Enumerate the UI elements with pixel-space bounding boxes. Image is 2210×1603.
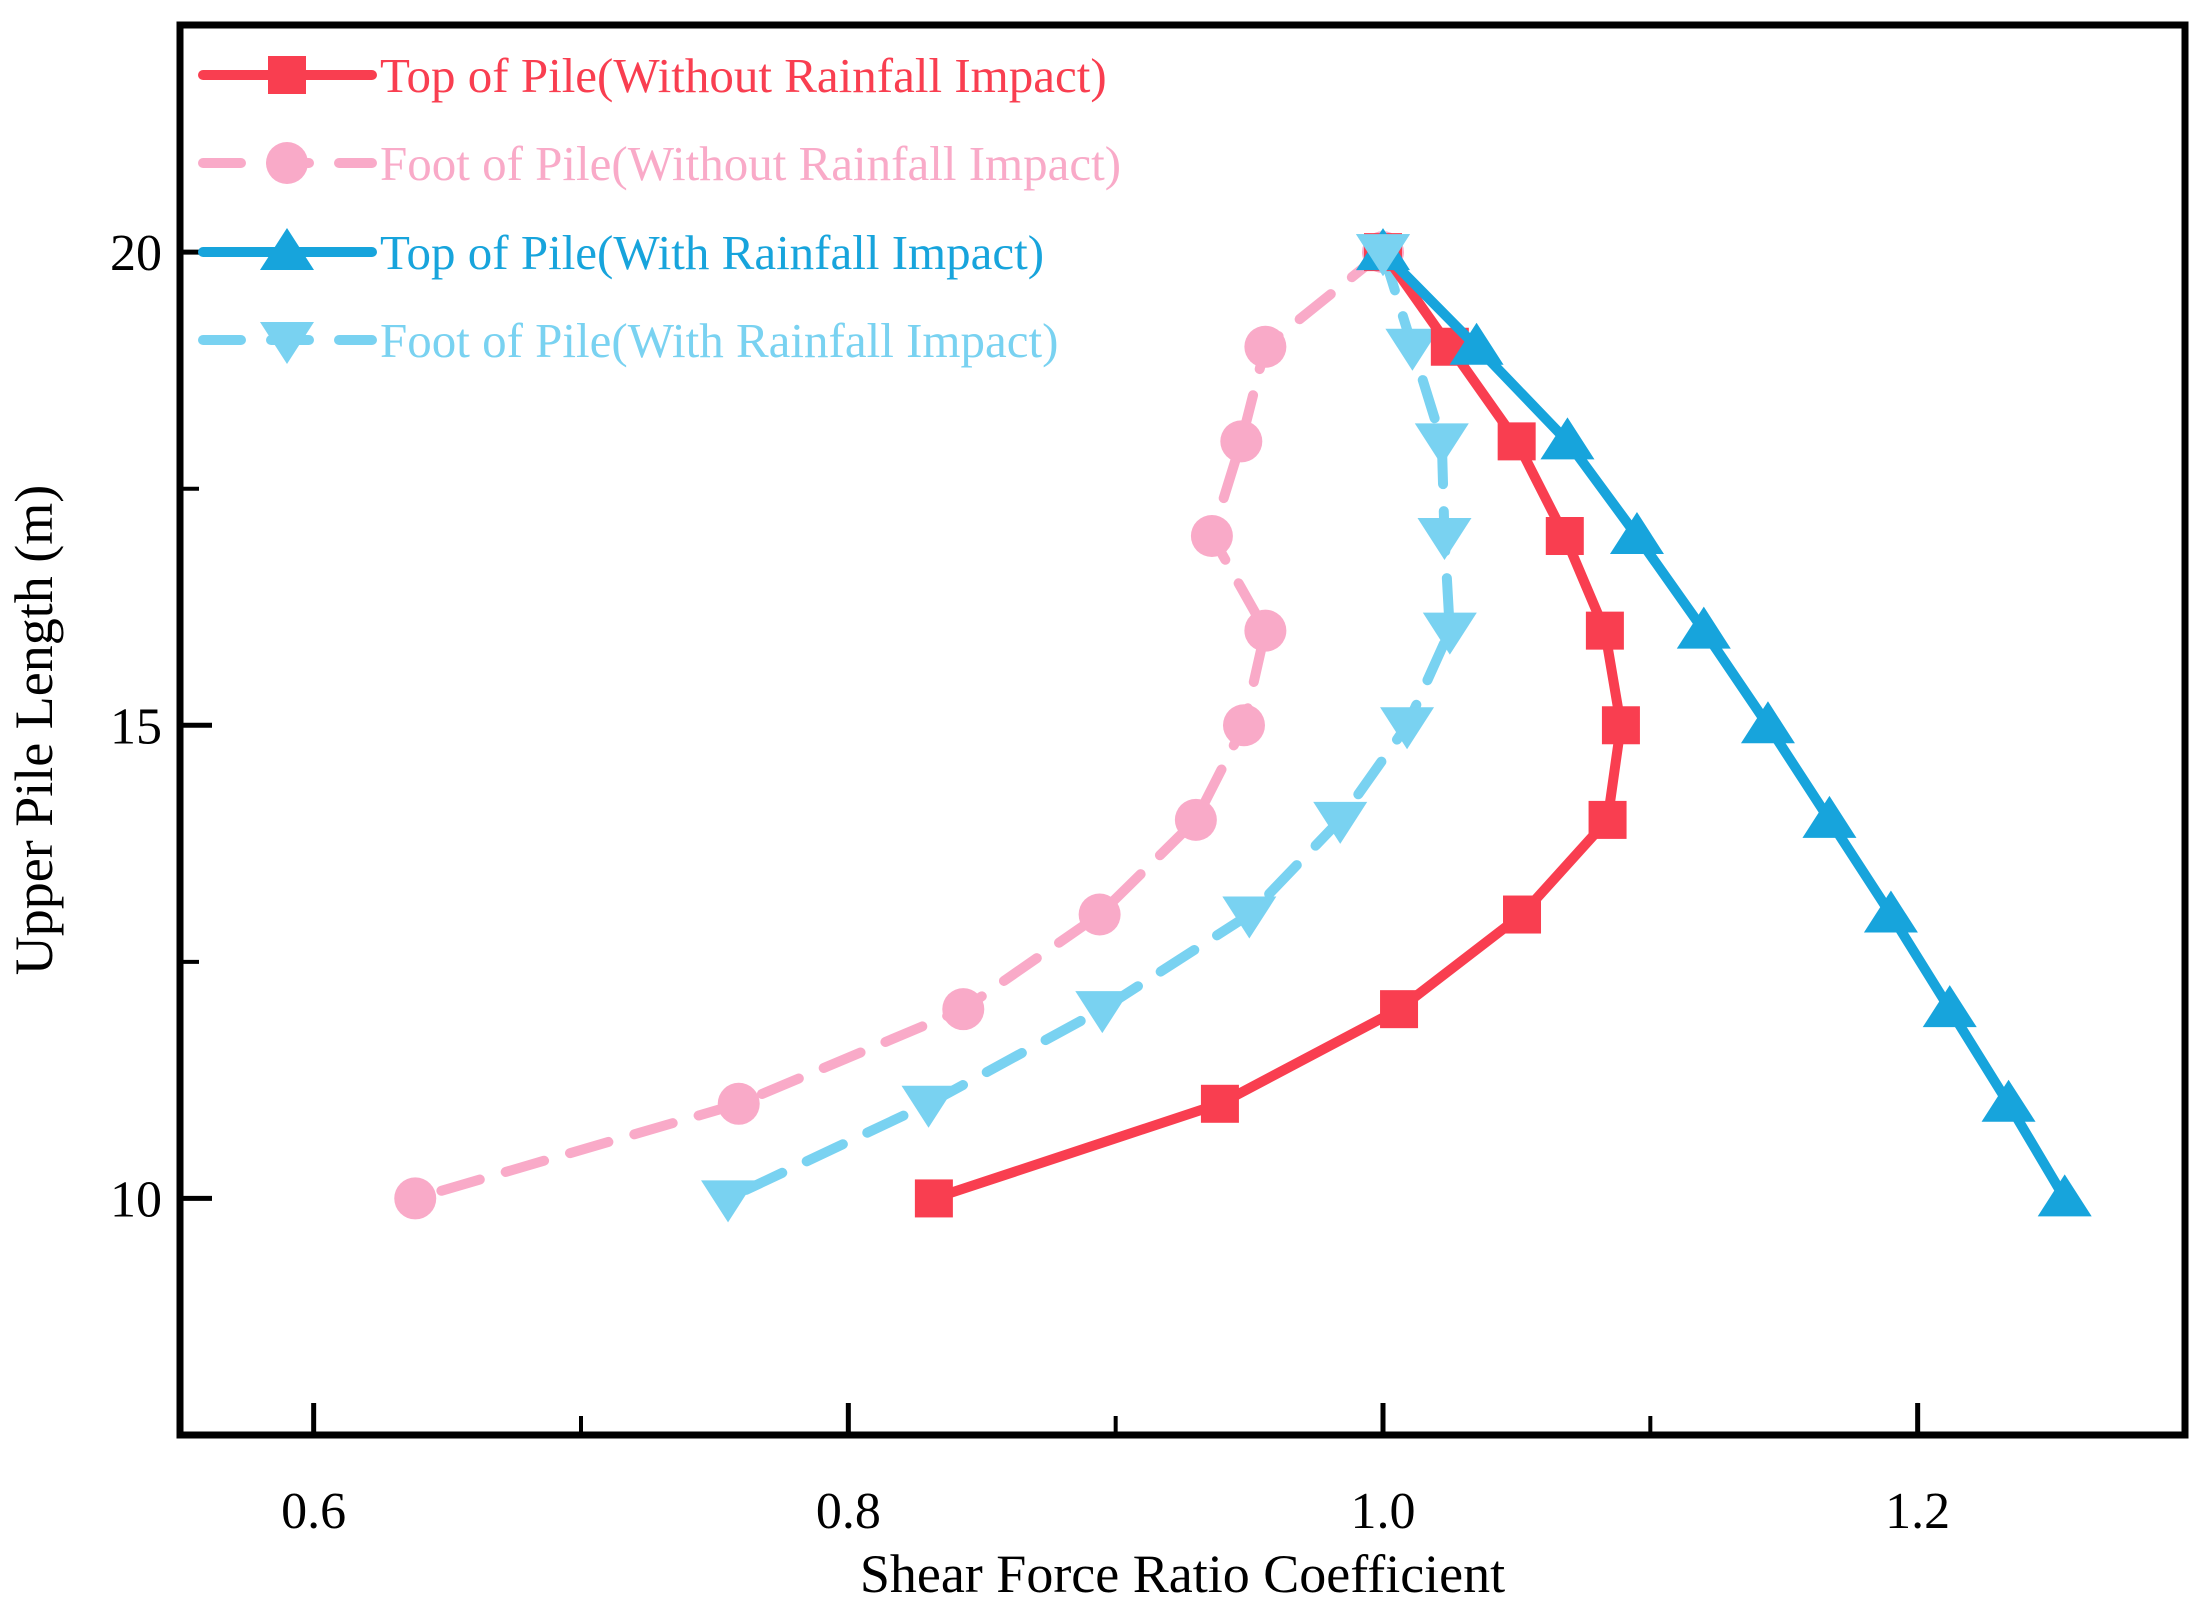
x-tick-label: 1.2 (1885, 1483, 1950, 1540)
y-axis-title: Upper Pile Length (m) (4, 485, 64, 975)
data-point-marker (1922, 985, 1977, 1028)
y-tick-label: 10 (110, 1171, 162, 1228)
data-point-marker (701, 1180, 756, 1223)
x-tick-label: 1.0 (1351, 1483, 1416, 1540)
legend-marker-square (268, 56, 306, 94)
data-point-marker (1503, 895, 1542, 934)
y-tick-label: 20 (110, 225, 162, 282)
data-point-marker (1740, 701, 1795, 744)
legend-label: Top of Pile(With Rainfall Impact) (380, 225, 1044, 280)
data-point-marker (1676, 606, 1731, 649)
legend-label: Foot of Pile(With Rainfall Impact) (380, 313, 1058, 368)
data-point-marker (901, 1085, 956, 1128)
data-point-marker (1981, 1079, 2036, 1122)
x-tick-label: 0.6 (281, 1483, 346, 1540)
legend-item: Foot of Pile(With Rainfall Impact) (198, 313, 1058, 368)
plot-border (176, 21, 2189, 1439)
data-point-marker (1380, 707, 1435, 750)
data-point-marker (1802, 795, 1857, 838)
x-axis-title: Shear Force Ratio Coefficient (860, 1544, 1505, 1603)
legend: Top of Pile(Without Rainfall Impact) Foot… (198, 48, 1121, 368)
data-point-marker (914, 1179, 953, 1218)
data-point-marker (1414, 423, 1469, 466)
legend-marker-triangle-up (260, 228, 314, 270)
data-point-marker (1244, 325, 1287, 368)
x-tick-label: 0.8 (816, 1483, 881, 1540)
data-point-marker (1222, 896, 1277, 939)
y-tick-label: 15 (110, 698, 162, 755)
data-point-marker (1588, 800, 1627, 839)
data-point-marker (1075, 991, 1130, 1034)
data-point-marker (1540, 417, 1595, 460)
series-triangle-up (1356, 228, 2092, 1217)
data-point-marker (1200, 1084, 1239, 1123)
data-point-marker (717, 1082, 760, 1125)
data-point-marker (1220, 420, 1263, 463)
data-point-marker (1190, 515, 1233, 558)
data-point-marker (1422, 612, 1477, 655)
data-point-marker (1609, 512, 1664, 555)
data-point-marker (1863, 890, 1918, 933)
legend-marker-circle (266, 142, 308, 184)
data-point-marker (942, 988, 985, 1031)
data-point-marker (1585, 611, 1624, 650)
data-point-marker (1417, 518, 1472, 561)
legend-item: Top of Pile(With Rainfall Impact) (198, 225, 1044, 280)
data-point-marker (1222, 704, 1265, 747)
data-point-marker (1601, 706, 1640, 745)
data-point-marker (1174, 798, 1217, 841)
data-point-marker (1385, 328, 1440, 371)
legend-marker-triangle-down (260, 322, 314, 364)
legend-label: Foot of Pile(Without Rainfall Impact) (380, 136, 1121, 191)
data-point-marker (394, 1177, 437, 1220)
legend-item: Foot of Pile(Without Rainfall Impact) (198, 136, 1121, 191)
data-point-marker (1356, 234, 1410, 277)
data-point-marker (1078, 893, 1121, 936)
data-point-marker (1545, 517, 1584, 556)
data-point-marker (1244, 609, 1287, 652)
data-point-marker (2037, 1174, 2092, 1217)
legend-item: Top of Pile(Without Rainfall Impact) (198, 48, 1107, 103)
data-point-marker (1380, 990, 1419, 1029)
legend-label: Top of Pile(Without Rainfall Impact) (380, 48, 1107, 103)
data-point-marker (1497, 422, 1536, 461)
data-point-marker (1313, 801, 1368, 844)
data-point-marker (1449, 322, 1504, 365)
